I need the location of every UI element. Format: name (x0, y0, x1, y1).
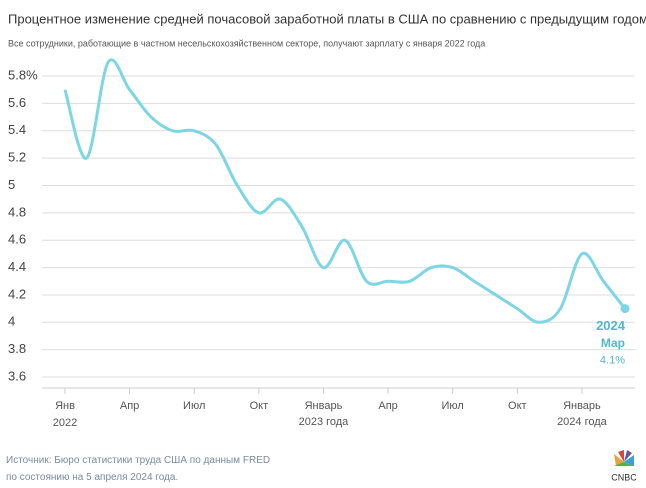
chart-title: Процентное изменение средней почасовой з… (8, 11, 646, 26)
x-tick-label: Январь (305, 400, 343, 412)
x-tick-label: Январь (563, 400, 601, 412)
chart-subtitle: Все сотрудники, работающие в частном нес… (8, 38, 485, 48)
source: Источник: Бюро статистики труда США по д… (6, 455, 270, 483)
value-label: 4.1% (600, 355, 625, 367)
x-tick-label: Июл (183, 400, 205, 412)
end-month: Мар (601, 336, 625, 350)
y-tick-label: 5.2 (8, 150, 26, 165)
end-year: 2024 (596, 318, 626, 333)
y-tick-label: 5.6 (8, 95, 26, 110)
brand: CNBC (611, 472, 637, 482)
x-year-label: 2023 года (299, 416, 350, 428)
y-tick-label: 4.2 (8, 286, 26, 301)
y-tick-label: 4.4 (8, 259, 26, 274)
cnbc-logo (614, 450, 634, 466)
y-tick-label: 4.6 (8, 232, 26, 247)
x-tick-label: Окт (250, 400, 269, 412)
x-tick-label: Апр (378, 400, 397, 412)
y-tick-label: 4.8 (8, 204, 26, 219)
y-tick-label: 5 (8, 177, 15, 192)
end-point (620, 304, 630, 314)
y-tick-label: 5.4 (8, 122, 26, 137)
x-tick-label: Янв (55, 400, 75, 412)
x-year-label: 2024 года (557, 416, 608, 428)
x-year-label: 2022 (53, 417, 77, 429)
x-tick-label: Апр (120, 400, 139, 412)
line-series (63, 58, 627, 324)
x-tick-label: Окт (508, 400, 527, 412)
y-tick-label: 4 (8, 314, 15, 329)
y-tick-label: 3.6 (8, 368, 26, 383)
y-tick-label: 5.8% (8, 67, 38, 82)
x-tick-label: Июл (442, 400, 464, 412)
y-tick-label: 3.8 (8, 341, 26, 356)
